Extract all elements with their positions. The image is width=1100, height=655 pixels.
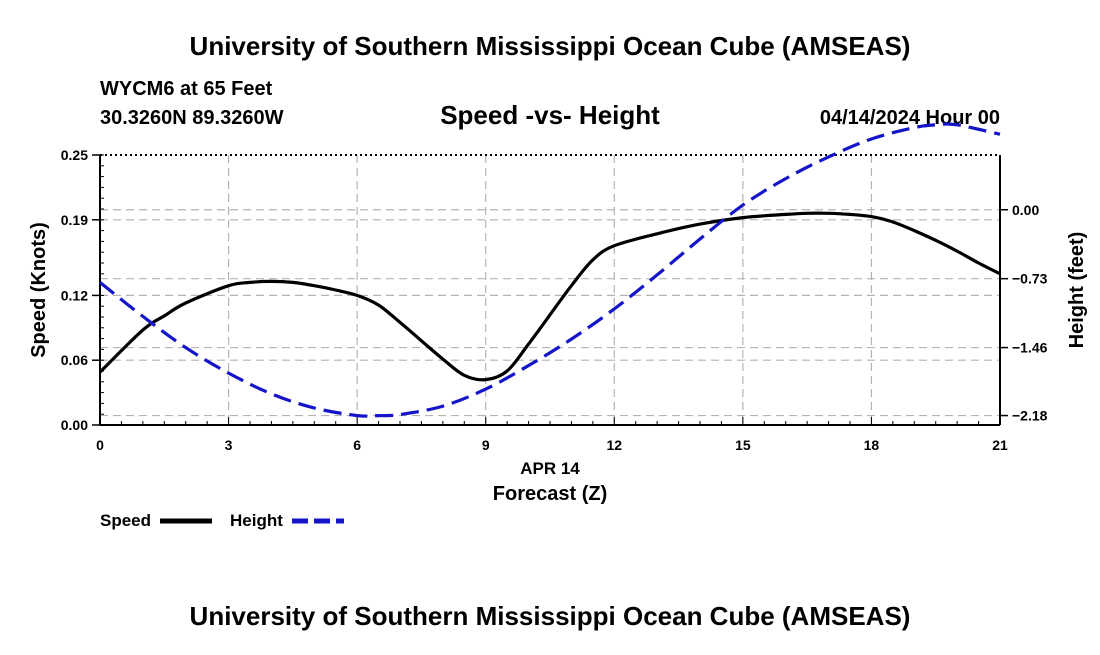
x-tick-label: 6 [353,437,361,453]
series-lines [98,122,1001,418]
date-label: 04/14/2024 Hour 00 [820,107,1000,129]
legend-speed-label: Speed [100,511,151,530]
y-axis-left-label: Speed (Knots) [28,222,50,358]
x-tick-label: 9 [482,437,490,453]
y-right-tick-label: 0.00 [1012,202,1039,218]
x-tick-label: 15 [735,437,751,453]
x-tick-label: 12 [606,437,622,453]
coords-label: 30.3260N 89.3260W [100,107,284,129]
series-line-height [98,122,1001,418]
series-line-speed [98,211,1001,382]
x-tick-label: 0 [96,437,104,453]
grid-lines [100,155,1000,425]
y-left-tick-label: 0.06 [61,352,88,368]
y-right-tick-label: −0.73 [1012,271,1048,287]
y-left-tick-label: 0.25 [61,147,88,163]
y-right-tick-label: −1.46 [1012,340,1048,356]
legend-height-label: Height [230,511,283,530]
x-axis-label: Forecast (Z) [493,483,607,505]
page-title: University of Southern Mississippi Ocean… [190,31,911,61]
x-tick-label: 3 [225,437,233,453]
station-label: WYCM6 at 65 Feet [100,78,273,100]
legend: Speed Height [100,511,344,530]
y-axis-right-label: Height (feet) [1066,232,1088,349]
y-left-tick-label: 0.00 [61,417,88,433]
tick-labels: 0 3 6 9 12 15 18 21 0.00 0.06 0.12 0.19 0.25 0.00 −0.7… [61,147,1048,453]
x-tick-label: 18 [864,437,880,453]
footer-title: University of Southern Mississippi Ocean… [190,601,911,631]
y-right-tick-label: −2.18 [1012,408,1048,424]
x-tick-label: 21 [992,437,1008,453]
axes [92,154,1008,426]
y-left-tick-label: 0.12 [61,287,88,303]
x-axis-date: APR 14 [520,459,580,478]
y-left-tick-label: 0.19 [61,212,88,228]
chart-title: Speed -vs- Height [440,100,660,130]
